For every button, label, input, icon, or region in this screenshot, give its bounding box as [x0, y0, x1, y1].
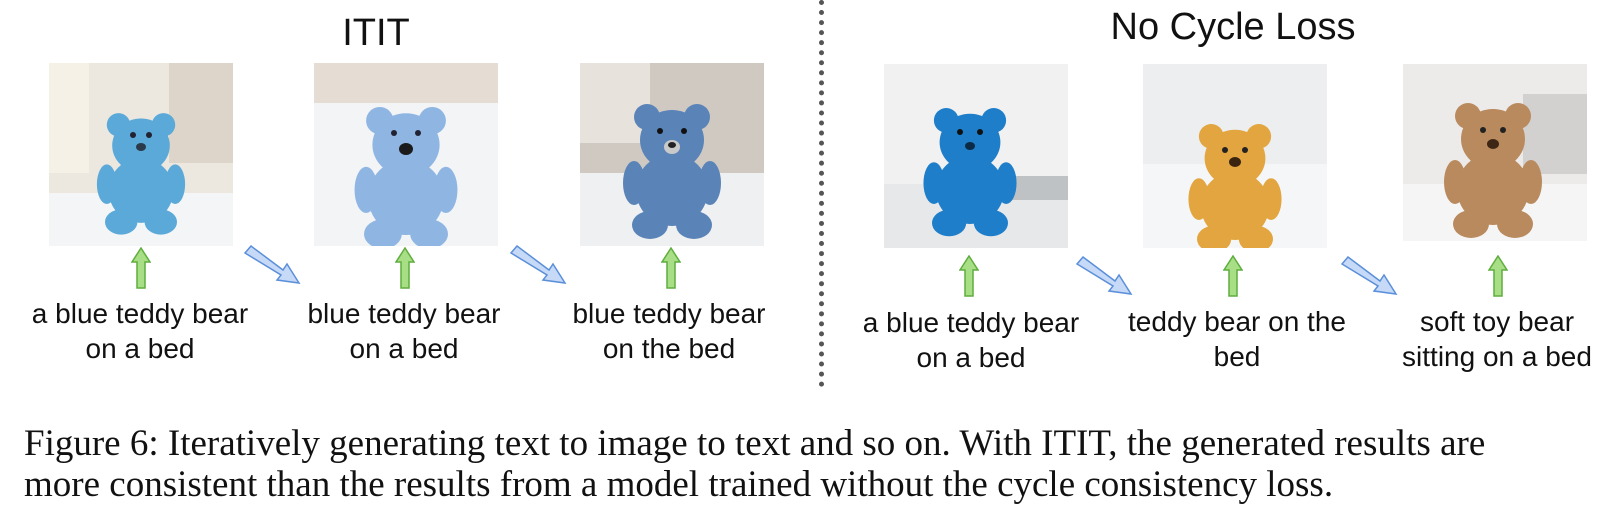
arrow-up-icon: [1223, 255, 1243, 297]
no-cycle-caption-2: teddy bear on the bed: [1128, 306, 1346, 372]
itit-image-2: [314, 63, 498, 246]
arrow-diagonal-icon: [1340, 256, 1398, 295]
bear-illustration: [623, 104, 721, 239]
itit-caption-3: blue teddy bear on the bed: [572, 298, 766, 364]
bear-illustration: [96, 113, 186, 235]
no-cycle-caption-3: soft toy bear sitting on a bed: [1402, 306, 1592, 372]
panel-title-no-cycle-loss: No Cycle Loss: [1110, 6, 1356, 48]
itit-caption-2: blue teddy bear on a bed: [307, 298, 501, 364]
arrow-up-icon: [959, 255, 979, 297]
itit-image-1: [49, 63, 233, 246]
arrow-up-icon: [1488, 255, 1508, 297]
arrow-diagonal-icon: [509, 245, 567, 284]
panel-divider: [819, 0, 824, 387]
no-cycle-image-2: [1143, 64, 1327, 248]
arrow-up-icon: [131, 247, 151, 289]
itit-caption-1: a blue teddy bear on a bed: [31, 298, 249, 364]
itit-image-3: [580, 63, 764, 246]
bear-illustration: [354, 106, 458, 246]
arrow-diagonal-icon: [243, 245, 301, 284]
figure-caption: Figure 6: Iteratively generating text to…: [24, 423, 1486, 505]
no-cycle-image-3: [1403, 64, 1587, 241]
arrow-up-icon: [395, 247, 415, 289]
bear-illustration: [923, 108, 1017, 237]
no-cycle-image-1: [884, 64, 1068, 248]
bear-illustration: [1444, 103, 1542, 238]
panel-title-itit: ITIT: [342, 12, 410, 54]
arrow-up-icon: [661, 247, 681, 289]
bear-illustration: [1188, 124, 1282, 248]
no-cycle-caption-1: a blue teddy bear on a bed: [862, 307, 1080, 373]
arrow-diagonal-icon: [1075, 256, 1133, 295]
